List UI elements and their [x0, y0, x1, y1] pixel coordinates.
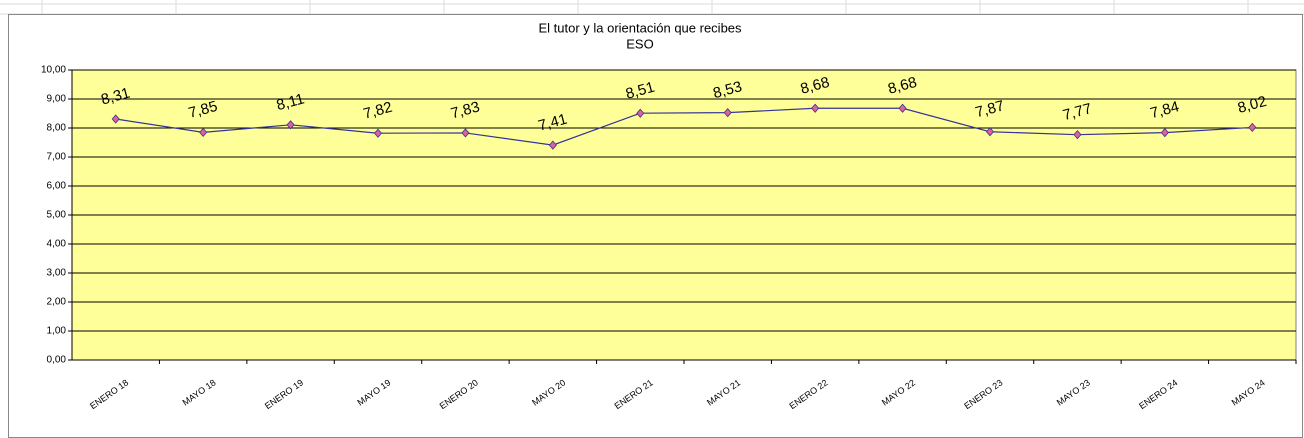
- marker: [286, 120, 295, 130]
- marker: [1160, 128, 1169, 138]
- data-label: 8,31: [99, 85, 132, 109]
- data-label: 7,84: [1148, 98, 1181, 122]
- marker: [111, 114, 120, 124]
- chart-title: El tutor y la orientación que recibes: [538, 20, 742, 35]
- data-label: 8,68: [886, 74, 919, 98]
- marker: [373, 128, 383, 138]
- y-tick-label: 1,00: [47, 326, 67, 337]
- marker: [811, 103, 820, 113]
- line: [115, 107, 1253, 146]
- chart-subtitle: ESO: [626, 36, 653, 51]
- y-tick-label: 6,00: [47, 181, 67, 192]
- marker: [461, 128, 470, 138]
- y-tick-label: 3,00: [47, 268, 67, 279]
- data-label: 8,68: [799, 74, 832, 98]
- marker: [548, 140, 557, 150]
- y-tick-label: 7,00: [47, 152, 67, 163]
- data-label: 7,82: [362, 99, 395, 123]
- marker: [1073, 130, 1082, 140]
- marker: [985, 127, 995, 137]
- data-label: 7,41: [536, 111, 569, 135]
- data-label: 7,83: [449, 98, 482, 122]
- y-tick-label: 5,00: [47, 210, 67, 221]
- marker: [636, 108, 645, 118]
- data-label: 7,87: [974, 97, 1007, 121]
- marker: [199, 127, 208, 137]
- data-label: 8,02: [1236, 93, 1269, 117]
- y-tick-label: 2,00: [47, 297, 67, 308]
- y-tick-label: 9,00: [47, 94, 67, 105]
- data-label: 8,53: [711, 78, 744, 102]
- marker: [723, 108, 732, 118]
- data-label: 8,11: [275, 90, 307, 114]
- marker: [1248, 122, 1257, 133]
- y-tick-label: 0,00: [47, 355, 67, 366]
- data-label: 7,85: [187, 98, 220, 122]
- data-label: 8,51: [624, 79, 657, 103]
- y-tick-label: 8,00: [47, 123, 67, 134]
- data-label: 7,77: [1061, 100, 1094, 124]
- y-tick-label: 10,00: [41, 65, 66, 76]
- marker: [898, 103, 907, 113]
- y-tick-label: 4,00: [47, 239, 67, 250]
- sheet-grid: [0, 0, 1304, 15]
